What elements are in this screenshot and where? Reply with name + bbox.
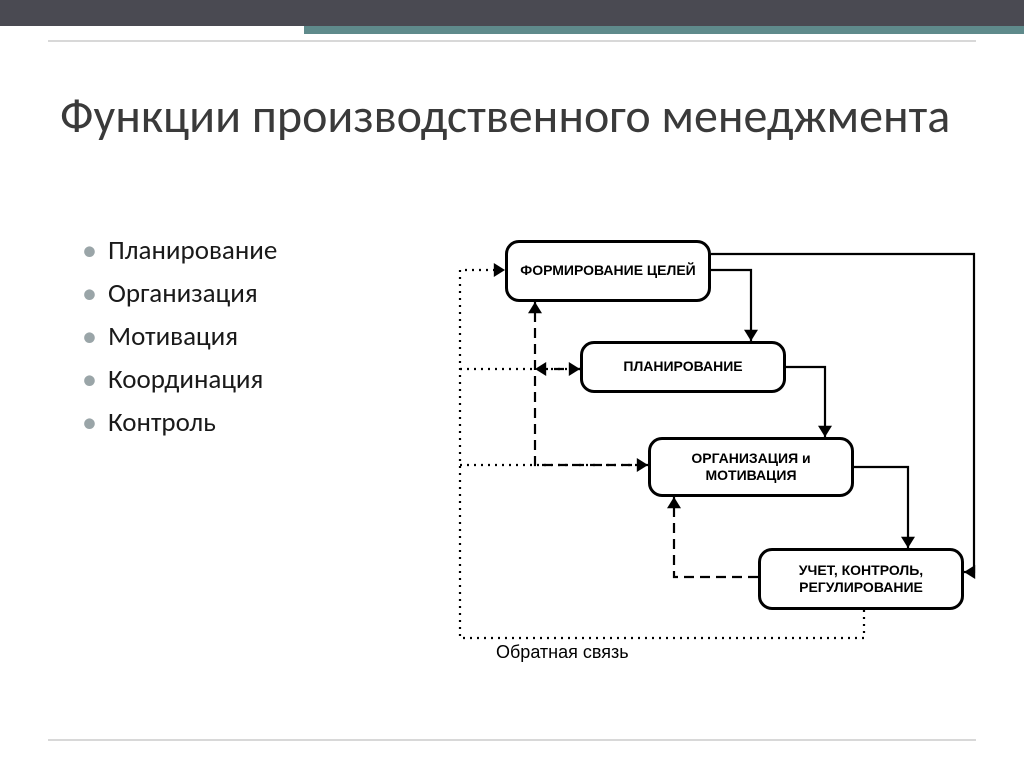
flow-node: ПЛАНИРОВАНИЕ (580, 341, 786, 393)
top-bar (0, 0, 1024, 26)
flow-node: ФОРМИРОВАНИЕ ЦЕЛЕЙ (505, 240, 711, 302)
accent-bar (304, 26, 1024, 34)
flow-node: УЧЕТ, КОНТРОЛЬ, РЕГУЛИРОВАНИЕ (758, 548, 964, 610)
bullet-item: Организация (82, 277, 277, 310)
flowchart: ФОРМИРОВАНИЕ ЦЕЛЕЙ ПЛАНИРОВАНИЕ ОРГАНИЗАЦИ… (430, 232, 990, 662)
bullet-list: Планирование Организация Мотивация Коорд… (82, 234, 277, 449)
feedback-label: Обратная связь (496, 642, 629, 663)
bullet-item: Планирование (82, 234, 277, 267)
divider-top (48, 40, 976, 42)
bullet-item: Мотивация (82, 320, 277, 353)
divider-bottom (48, 739, 976, 741)
flow-node: ОРГАНИЗАЦИЯ и МОТИВАЦИЯ (648, 437, 854, 497)
slide-title: Функции производственного менеджмента (60, 88, 950, 143)
bullet-item: Контроль (82, 406, 277, 439)
bullet-item: Координация (82, 363, 277, 396)
